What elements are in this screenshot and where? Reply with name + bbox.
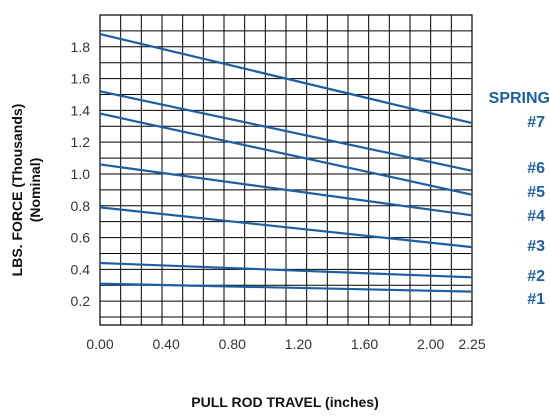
series-label-spring-7: #7 (527, 114, 545, 131)
grid (99, 14, 473, 326)
series-label-spring-1: #1 (527, 291, 545, 308)
x-tick-label: 1.20 (285, 336, 312, 352)
y-tick-label: 1.2 (71, 134, 91, 150)
series-label-spring-2: #2 (527, 268, 545, 285)
series-line-spring-2 (99, 261, 473, 279)
x-tick-label: 0.00 (86, 336, 113, 352)
series-label-spring-4: #4 (527, 208, 545, 225)
y-tick-label: 0.2 (71, 293, 91, 309)
series-labels: SPRING #1 #2 #3 #4 #5 #6 #7 (489, 90, 550, 308)
y-tick-label: 0.4 (71, 261, 91, 277)
series-label-spring-3: #3 (527, 238, 545, 255)
y-axis-subtitle: (Nominal) (27, 158, 43, 223)
x-tick-label: 2.25 (458, 336, 485, 352)
x-tick-label: 2.00 (417, 336, 444, 352)
series-line-spring-1 (99, 282, 473, 293)
y-tick-label: 1.4 (71, 102, 91, 118)
series-line-spring-6 (99, 90, 473, 172)
y-tick-label: 1.6 (71, 71, 91, 87)
series-label-spring-6: #6 (527, 160, 545, 177)
y-axis-title: LBS. FORCE (Thousands) (9, 104, 25, 277)
x-tick-label: 1.60 (351, 336, 378, 352)
series-label-spring-5: #5 (527, 184, 545, 201)
legend-header: SPRING (489, 90, 550, 107)
series-line-spring-5 (99, 112, 473, 196)
tick-labels: 0.2 0.4 0.6 0.8 1.0 1.2 1.4 1.6 1.8 0.00 0.40 0.80 1… (71, 39, 486, 352)
y-tick-label: 1.0 (71, 166, 91, 182)
y-tick-label: 0.8 (71, 198, 91, 214)
series-line-spring-4 (99, 163, 473, 217)
x-tick-label: 0.80 (219, 336, 246, 352)
x-tick-label: 0.40 (153, 336, 180, 352)
x-axis-title: PULL ROD TRAVEL (inches) (191, 394, 378, 410)
series-lines (99, 33, 473, 293)
series-line-spring-3 (99, 206, 473, 249)
y-tick-label: 0.6 (71, 230, 91, 246)
y-tick-label: 1.8 (71, 39, 91, 55)
series-line-spring-7 (99, 33, 473, 125)
